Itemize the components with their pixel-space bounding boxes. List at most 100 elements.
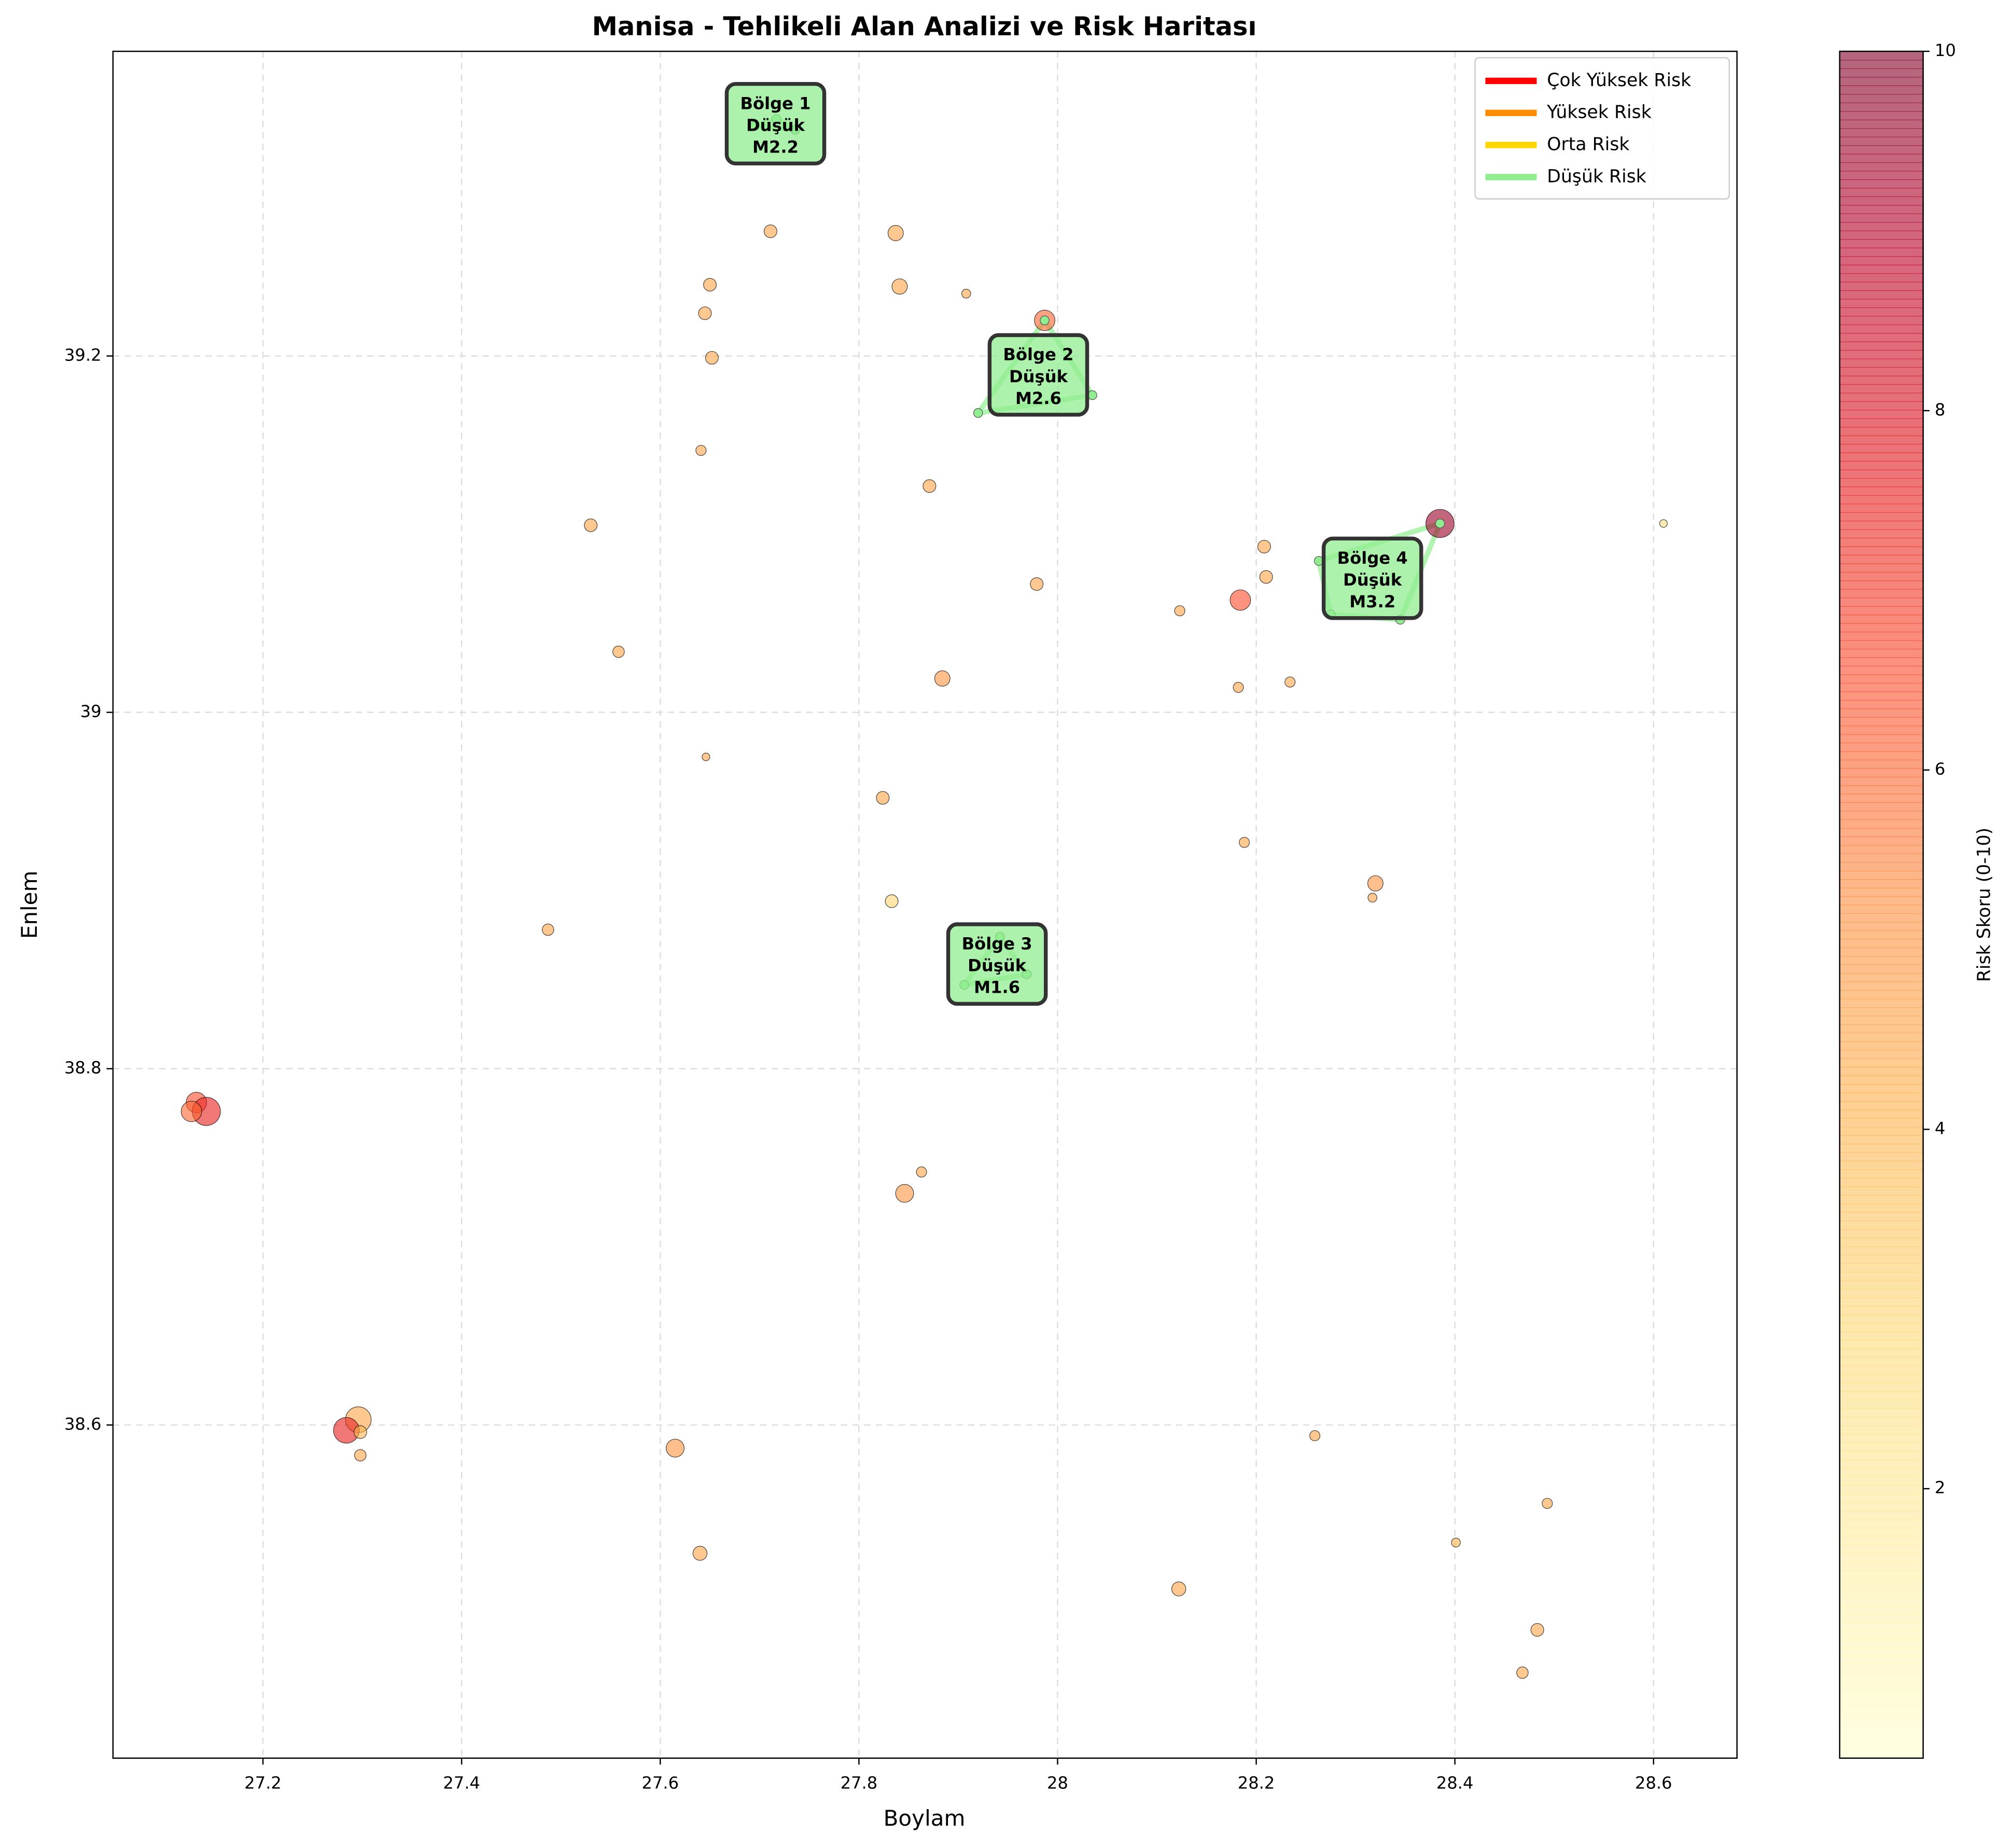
y-tick-label: 38.8 — [64, 1058, 102, 1077]
colorbar-segment — [1839, 947, 1923, 957]
colorbar-segment — [1839, 145, 1923, 155]
colorbar-segment — [1839, 572, 1923, 581]
colorbar-segment — [1839, 1101, 1923, 1110]
colorbar-segment — [1839, 759, 1923, 769]
colorbar-segment — [1839, 836, 1923, 846]
colorbar-segment — [1839, 1698, 1923, 1708]
zone-vertex — [973, 408, 983, 418]
colorbar-segment — [1839, 896, 1923, 906]
colorbar-segment — [1839, 495, 1923, 505]
colorbar-segment — [1839, 1212, 1923, 1221]
colorbar-segment — [1839, 657, 1923, 666]
colorbar-segment — [1839, 1579, 1923, 1588]
colorbar-segment — [1839, 51, 1923, 61]
colorbar-segment — [1839, 316, 1923, 325]
colorbar-segment — [1839, 1485, 1923, 1494]
colorbar-segment — [1839, 273, 1923, 283]
data-point — [666, 1439, 684, 1458]
x-tick-label: 27.6 — [641, 1773, 679, 1793]
colorbar-segment — [1839, 205, 1923, 214]
colorbar-segment — [1839, 981, 1923, 991]
colorbar-segment — [1839, 674, 1923, 684]
data-point — [876, 791, 890, 805]
colorbar-segment — [1839, 640, 1923, 649]
colorbar-segment — [1839, 1041, 1923, 1051]
colorbar-segment — [1839, 1229, 1923, 1239]
colorbar-tick-label: 8 — [1935, 400, 1945, 420]
colorbar-segment — [1839, 1024, 1923, 1034]
data-point — [1174, 605, 1185, 617]
colorbar-segment — [1839, 478, 1923, 488]
colorbar-segment — [1839, 1416, 1923, 1426]
zone-label-box — [1321, 536, 1423, 620]
x-tick-label: 28.2 — [1238, 1773, 1275, 1793]
chart-title: Manisa - Tehlikeli Alan Analizi ve Risk … — [592, 11, 1257, 41]
colorbar-segment — [1839, 1536, 1923, 1546]
colorbar-segment — [1839, 1288, 1923, 1298]
colorbar-segment — [1839, 247, 1923, 257]
colorbar-segment — [1839, 1203, 1923, 1213]
colorbar-segment — [1839, 1681, 1923, 1691]
colorbar-segment — [1839, 230, 1923, 240]
data-point — [961, 288, 971, 299]
data-point — [584, 518, 598, 532]
colorbar-segment — [1839, 1083, 1923, 1093]
colorbar-segment — [1839, 102, 1923, 112]
colorbar-segment — [1839, 1442, 1923, 1452]
zone-label: Bölge 3 — [962, 934, 1032, 954]
data-point — [1542, 1498, 1553, 1509]
colorbar-segment — [1839, 1144, 1923, 1153]
colorbar-segment — [1839, 1724, 1923, 1733]
colorbar-segment — [1839, 905, 1923, 914]
colorbar-segment — [1839, 384, 1923, 394]
colorbar-segment — [1839, 1007, 1923, 1017]
colorbar-segment — [1839, 307, 1923, 317]
data-point — [1284, 676, 1296, 688]
colorbar-segment — [1839, 1067, 1923, 1076]
colorbar-segment — [1839, 776, 1923, 786]
zone-label: Bölge 1 — [740, 93, 810, 113]
colorbar-segment — [1839, 1399, 1923, 1409]
colorbar-segment — [1839, 598, 1923, 607]
colorbar-segment — [1839, 1186, 1923, 1196]
colorbar-segment — [1839, 1510, 1923, 1520]
data-point — [1030, 577, 1044, 591]
colorbar-segment — [1839, 94, 1923, 103]
zone-label-box — [946, 922, 1048, 1006]
colorbar-segment — [1839, 350, 1923, 359]
colorbar-segment — [1839, 1109, 1923, 1119]
colorbar-segment — [1839, 768, 1923, 777]
colorbar-segment — [1839, 367, 1923, 377]
colorbar-segment — [1839, 1169, 1923, 1179]
colorbar-segment — [1839, 734, 1923, 743]
colorbar-segment — [1839, 435, 1923, 445]
colorbar-segment — [1839, 614, 1923, 624]
colorbar-segment — [1839, 410, 1923, 419]
colorbar-segment — [1839, 1545, 1923, 1554]
colorbar-segment — [1839, 1382, 1923, 1392]
colorbar-segment — [1839, 154, 1923, 163]
colorbar-segment — [1839, 845, 1923, 854]
colorbar-segment — [1839, 196, 1923, 206]
colorbar-segment — [1839, 1715, 1923, 1725]
zone-vertex — [1087, 390, 1097, 400]
colorbar-segment — [1839, 1741, 1923, 1750]
zone-label: Düşük — [1009, 367, 1068, 386]
colorbar-segment — [1839, 1263, 1923, 1273]
colorbar-segment — [1839, 1349, 1923, 1358]
colorbar-segment — [1839, 1596, 1923, 1605]
colorbar-segment — [1839, 537, 1923, 547]
data-point — [1659, 519, 1668, 528]
colorbar-segment — [1839, 461, 1923, 470]
colorbar-segment — [1839, 418, 1923, 428]
colorbar-segment — [1839, 1391, 1923, 1400]
data-point — [1233, 682, 1244, 693]
data-point — [1451, 1537, 1461, 1548]
plot-frame — [112, 50, 1738, 1759]
y-axis-label: Enlem — [17, 871, 42, 939]
colorbar-segment — [1839, 452, 1923, 462]
data-point — [705, 351, 719, 365]
colorbar-segment — [1839, 1638, 1923, 1648]
colorbar-segment — [1839, 1220, 1923, 1230]
zone-label: Bölge 2 — [1003, 345, 1073, 365]
